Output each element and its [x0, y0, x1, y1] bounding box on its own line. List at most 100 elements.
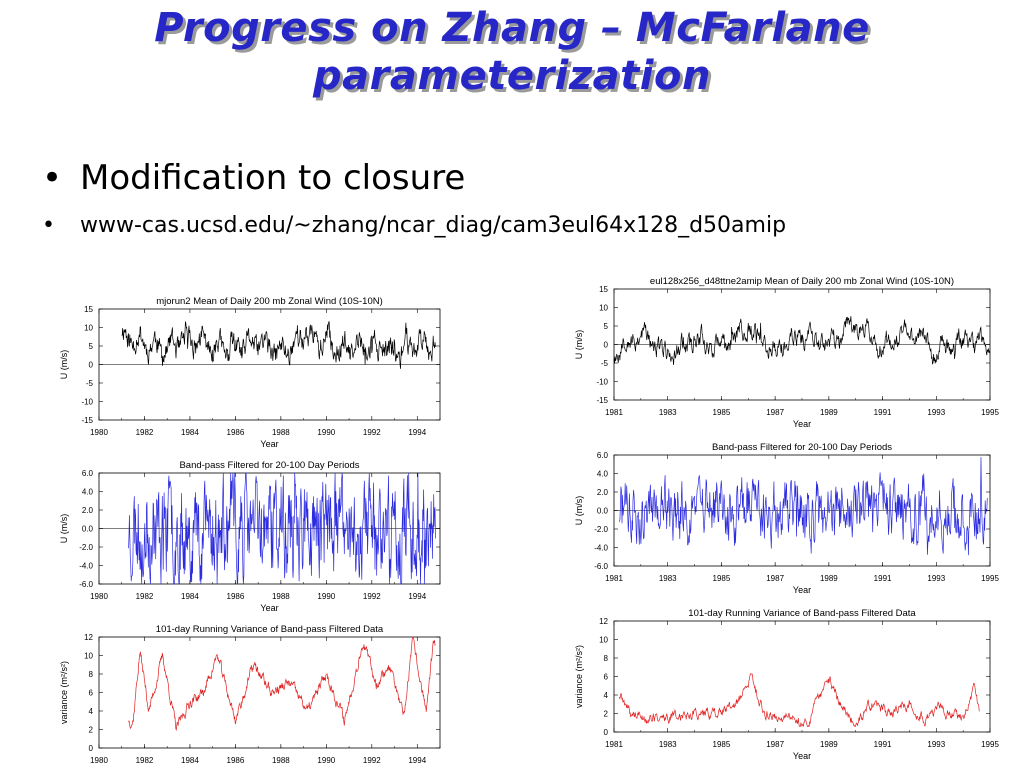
data-series-line	[619, 673, 980, 728]
y-tick-label: -5	[601, 359, 609, 368]
y-tick-label: 10	[599, 636, 608, 645]
chart-title: eul128x256_d48ttne2amip Mean of Daily 20…	[650, 276, 954, 287]
x-tick-label: 1991	[874, 574, 892, 583]
chart-title: mjorun2 Mean of Daily 200 mb Zonal Wind …	[156, 296, 383, 307]
bullet-item: • Modification to closure	[40, 156, 786, 200]
x-axis-label: Year	[260, 439, 278, 449]
y-axis-label: U (m/s)	[59, 514, 69, 544]
y-tick-label: 0	[89, 744, 94, 753]
x-tick-label: 1992	[363, 428, 381, 437]
x-tick-label: 1984	[181, 592, 199, 601]
x-tick-label: 1994	[408, 756, 426, 765]
y-tick-label: 5	[89, 342, 94, 351]
x-tick-label: 1981	[605, 408, 623, 417]
y-tick-label: 12	[599, 617, 608, 626]
x-tick-label: 1980	[90, 756, 108, 765]
x-tick-label: 1985	[713, 574, 731, 583]
y-tick-label: -4.0	[594, 544, 608, 553]
chart-panel-left-bottom: 101-day Running Variance of Band-pass Fi…	[59, 624, 441, 768]
x-tick-label: 1995	[981, 408, 999, 417]
y-axis-label: U (m/s)	[59, 350, 69, 380]
x-tick-label: 1987	[766, 574, 784, 583]
y-tick-label: -10	[81, 398, 93, 407]
y-tick-label: 12	[84, 633, 93, 642]
y-tick-label: 4	[604, 691, 609, 700]
y-tick-label: 0.0	[82, 525, 94, 534]
slide-title-line2: parameterization	[313, 53, 711, 99]
x-tick-label: 1984	[181, 428, 199, 437]
x-axis-label: Year	[793, 751, 811, 761]
x-tick-label: 1980	[90, 592, 108, 601]
data-series-line	[613, 316, 991, 366]
y-tick-label: 10	[84, 324, 93, 333]
y-tick-label: 5	[604, 322, 609, 331]
y-tick-label: 4.0	[82, 488, 94, 497]
y-tick-label: 4	[89, 707, 94, 716]
data-series-line	[128, 636, 436, 732]
x-tick-label: 1989	[820, 740, 838, 749]
x-tick-label: 1994	[408, 428, 426, 437]
bullet-dot-icon: •	[42, 158, 63, 198]
y-axis-label: variance (m²/s²)	[574, 645, 584, 708]
data-series-line	[121, 321, 436, 369]
x-tick-label: 1990	[317, 756, 335, 765]
chart-title: Band-pass Filtered for 20-100 Day Period…	[179, 460, 359, 471]
plot-frame	[98, 636, 441, 749]
y-tick-label: 6.0	[82, 469, 94, 478]
x-tick-label: 1986	[227, 592, 245, 601]
slide-title: Progress on Zhang – McFarlane parameteri…	[0, 4, 1024, 100]
bullet-dot-icon: •	[42, 213, 55, 238]
chart-panel-right-bottom: 101-day Running Variance of Band-pass Fi…	[574, 608, 999, 761]
x-tick-label: 1989	[820, 574, 838, 583]
bullet-list: • Modification to closure • www-cas.ucsd…	[40, 156, 786, 242]
x-tick-label: 1988	[272, 756, 290, 765]
y-tick-label: 6	[89, 689, 94, 698]
chart-title: Band-pass Filtered for 20-100 Day Period…	[712, 442, 892, 453]
data-series-line	[128, 472, 436, 585]
y-tick-label: 8	[89, 670, 94, 679]
y-tick-label: 10	[599, 304, 608, 313]
chart-title: 101-day Running Variance of Band-pass Fi…	[156, 624, 384, 635]
x-tick-label: 1991	[874, 740, 892, 749]
bullet-text-closure: Modification to closure	[80, 158, 466, 198]
y-tick-label: 4.0	[597, 470, 609, 479]
y-tick-label: -15	[596, 396, 608, 405]
y-tick-label: -2.0	[594, 525, 608, 534]
x-tick-label: 1986	[227, 428, 245, 437]
y-tick-label: -10	[596, 378, 608, 387]
chart-title: 101-day Running Variance of Band-pass Fi…	[688, 608, 916, 619]
x-tick-label: 1981	[605, 574, 623, 583]
x-tick-label: 1981	[605, 740, 623, 749]
chart-panel-left-middle: Band-pass Filtered for 20-100 Day Period…	[59, 460, 441, 613]
y-tick-label: -2.0	[79, 543, 93, 552]
x-tick-label: 1982	[136, 592, 154, 601]
y-axis-label: variance (m²/s²)	[59, 661, 69, 724]
x-tick-label: 1985	[713, 740, 731, 749]
chart-panel-right-middle: Band-pass Filtered for 20-100 Day Period…	[574, 442, 999, 595]
y-tick-label: 15	[84, 305, 93, 314]
bullet-text-url[interactable]: www-cas.ucsd.edu/~zhang/ncar_diag/cam3eu…	[80, 213, 787, 238]
y-tick-label: 8	[604, 654, 609, 663]
y-tick-label: -6.0	[594, 562, 608, 571]
y-tick-label: 2.0	[82, 506, 94, 515]
y-tick-label: 6	[604, 673, 609, 682]
y-tick-label: 10	[84, 652, 93, 661]
x-tick-label: 1990	[317, 428, 335, 437]
x-tick-label: 1983	[659, 408, 677, 417]
y-tick-label: -5	[86, 379, 94, 388]
y-tick-label: 2	[89, 726, 94, 735]
y-tick-label: 6.0	[597, 451, 609, 460]
y-tick-label: -15	[81, 416, 93, 425]
x-tick-label: 1992	[363, 756, 381, 765]
x-tick-label: 1993	[927, 408, 945, 417]
y-tick-label: 2	[604, 710, 609, 719]
bullet-item: • www-cas.ucsd.edu/~zhang/ncar_diag/cam3…	[40, 210, 786, 242]
x-tick-label: 1993	[927, 740, 945, 749]
x-tick-label: 1987	[766, 408, 784, 417]
y-axis-label: U (m/s)	[574, 496, 584, 526]
x-tick-label: 1990	[317, 592, 335, 601]
x-tick-label: 1993	[927, 574, 945, 583]
x-tick-label: 1995	[981, 574, 999, 583]
x-tick-label: 1987	[766, 740, 784, 749]
